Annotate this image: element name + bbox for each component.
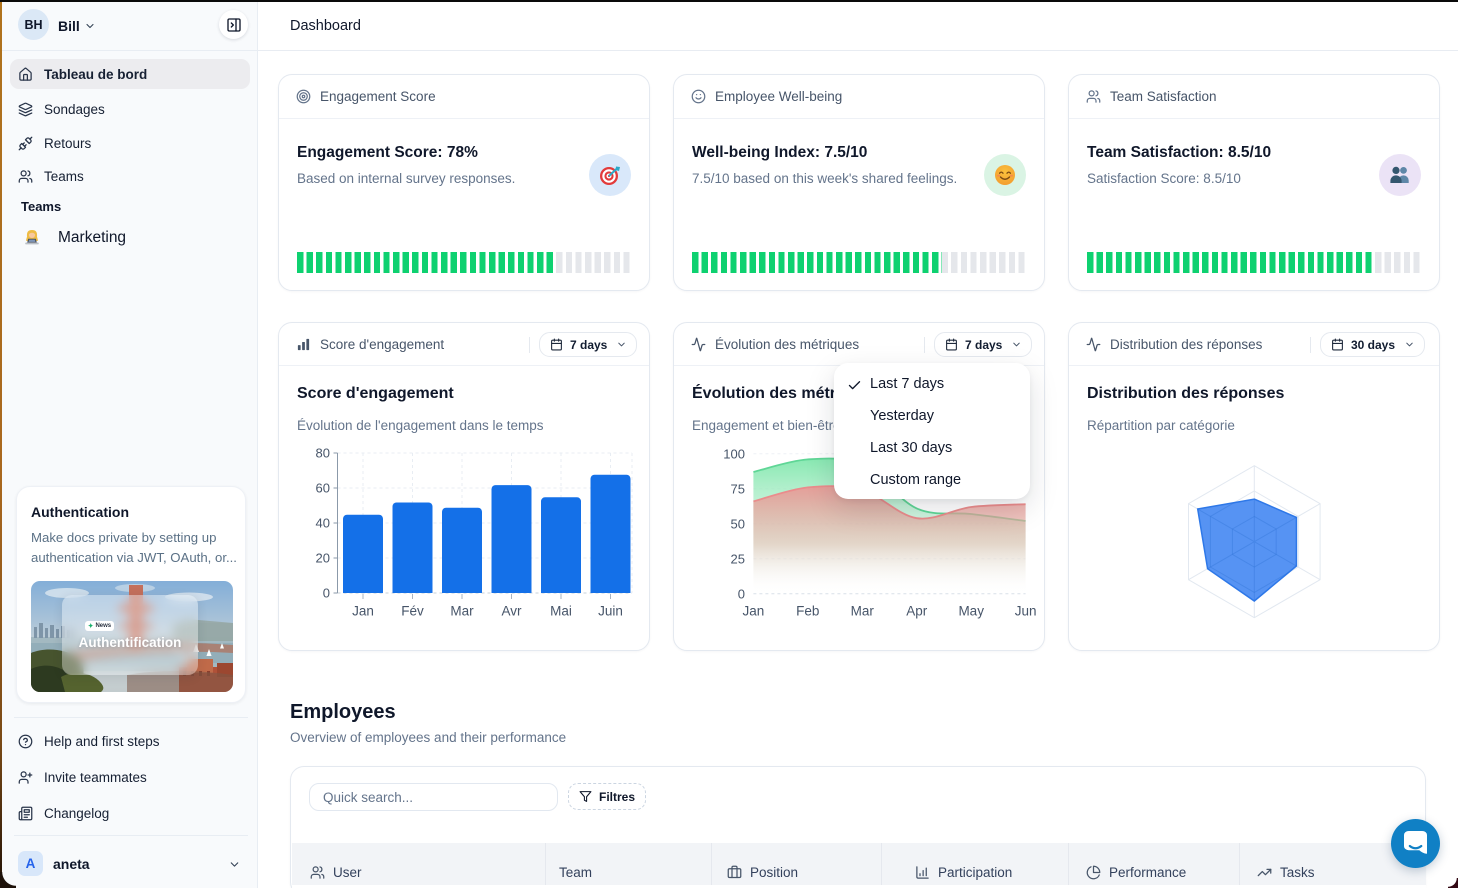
svg-text:Juin: Juin xyxy=(598,604,623,619)
svg-text:Avr: Avr xyxy=(501,604,522,619)
svg-text:75: 75 xyxy=(731,481,745,496)
svg-text:50: 50 xyxy=(731,516,745,531)
svg-text:0: 0 xyxy=(323,586,330,601)
svg-text:20: 20 xyxy=(316,551,330,566)
svg-text:0: 0 xyxy=(738,586,745,601)
svg-text:Jan: Jan xyxy=(743,604,765,619)
svg-text:40: 40 xyxy=(316,516,330,531)
svg-text:May: May xyxy=(958,604,984,619)
svg-text:60: 60 xyxy=(316,481,330,496)
svg-text:Jun: Jun xyxy=(1015,604,1037,619)
svg-text:Jan: Jan xyxy=(352,604,374,619)
svg-text:Mar: Mar xyxy=(450,604,474,619)
svg-text:Feb: Feb xyxy=(796,604,819,619)
svg-text:100: 100 xyxy=(723,446,745,461)
svg-text:Mar: Mar xyxy=(851,604,875,619)
svg-text:Apr: Apr xyxy=(906,604,928,619)
svg-text:25: 25 xyxy=(731,551,745,566)
svg-text:80: 80 xyxy=(316,446,330,461)
svg-text:Mai: Mai xyxy=(550,604,572,619)
svg-text:Fév: Fév xyxy=(401,604,424,619)
